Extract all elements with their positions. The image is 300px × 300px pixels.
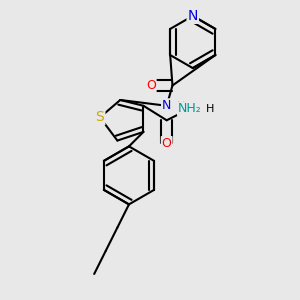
Text: O: O [162,137,172,150]
Text: N: N [188,9,198,23]
Text: S: S [96,110,104,124]
Text: H: H [206,104,214,114]
Text: N: N [162,99,171,112]
Text: H: H [177,101,185,111]
Text: NH₂: NH₂ [178,102,202,115]
Text: O: O [146,79,156,92]
